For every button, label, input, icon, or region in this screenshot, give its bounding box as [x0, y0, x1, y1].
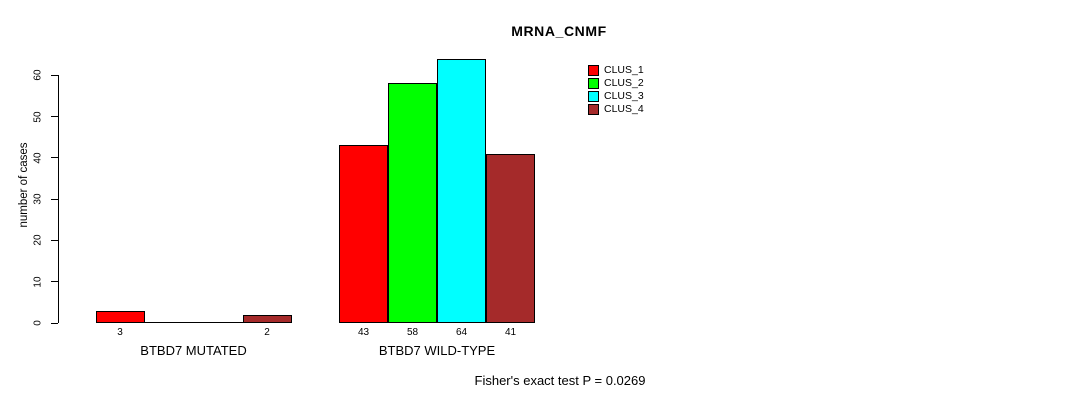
y-axis-tick	[51, 322, 58, 324]
fisher-test-annotation: Fisher's exact test P = 0.0269	[474, 373, 646, 388]
bar-clus_3	[437, 59, 486, 323]
y-axis-tick	[51, 116, 58, 117]
y-axis-tick-label: 40	[32, 152, 44, 164]
bar-value-label: 3	[117, 327, 123, 338]
y-axis-tick	[51, 239, 58, 241]
legend-label: CLUS_3	[604, 90, 644, 102]
legend-label: CLUS_2	[604, 77, 644, 89]
legend-swatch	[588, 78, 599, 89]
legend-item: CLUS_2	[588, 77, 644, 90]
x-axis-group-label: BTBD7 MUTATED	[140, 343, 247, 358]
y-axis-tick-label: 50	[32, 110, 44, 123]
legend-item: CLUS_4	[588, 103, 644, 116]
bar-value-label: 2	[264, 327, 270, 338]
legend-item: CLUS_3	[588, 90, 644, 103]
y-axis-tick	[51, 74, 58, 76]
legend-swatch	[588, 104, 599, 115]
y-axis-tick-label: 10	[32, 276, 44, 288]
y-axis-tick	[51, 198, 58, 200]
bar-clus_1	[339, 145, 388, 323]
y-axis-tick-label: 60	[32, 69, 44, 81]
bar-value-label: 43	[357, 327, 370, 338]
y-axis-label: number of cases	[18, 142, 30, 228]
y-axis-line	[58, 75, 59, 323]
bar-clus_4	[242, 315, 292, 323]
y-axis-tick-label: 30	[32, 193, 44, 205]
legend-swatch	[588, 65, 599, 76]
bar-clus_2	[388, 83, 437, 323]
y-axis-tick-label: 20	[32, 234, 44, 246]
group-baseline	[95, 322, 292, 323]
bar-value-label: 64	[455, 327, 468, 338]
y-axis-tick	[51, 281, 58, 283]
legend-item: CLUS_1	[588, 64, 644, 77]
y-axis-tick	[51, 157, 58, 159]
y-axis-tick-label: 0	[32, 320, 44, 326]
legend-swatch	[588, 91, 599, 102]
legend: CLUS_1 CLUS_2 CLUS_3 CLUS_4	[588, 64, 644, 116]
bar-clus_1	[95, 311, 145, 323]
legend-label: CLUS_1	[604, 64, 644, 76]
bar-value-label: 41	[504, 327, 517, 338]
x-axis-group-label: BTBD7 WILD-TYPE	[378, 343, 496, 358]
legend-label: CLUS_4	[604, 103, 644, 115]
bar-value-label: 58	[406, 327, 419, 338]
chart-title: MRNA_CNMF	[511, 23, 607, 39]
bar-clus_4	[486, 154, 535, 323]
